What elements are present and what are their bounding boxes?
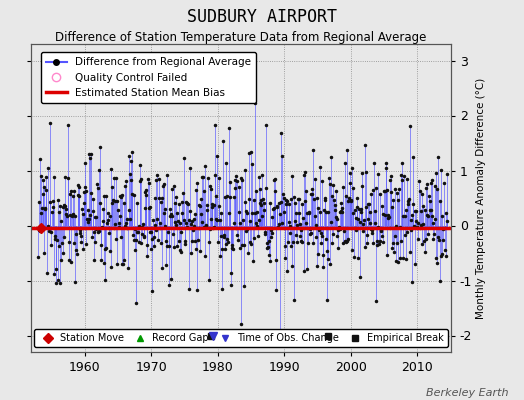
Y-axis label: Monthly Temperature Anomaly Difference (°C): Monthly Temperature Anomaly Difference (… xyxy=(476,77,486,319)
Title: Difference of Station Temperature Data from Regional Average: Difference of Station Temperature Data f… xyxy=(56,31,427,44)
Legend: Station Move, Record Gap, Time of Obs. Change, Empirical Break: Station Move, Record Gap, Time of Obs. C… xyxy=(34,329,448,347)
Text: SUDBURY AIRPORT: SUDBURY AIRPORT xyxy=(187,8,337,26)
Text: Berkeley Earth: Berkeley Earth xyxy=(426,388,508,398)
